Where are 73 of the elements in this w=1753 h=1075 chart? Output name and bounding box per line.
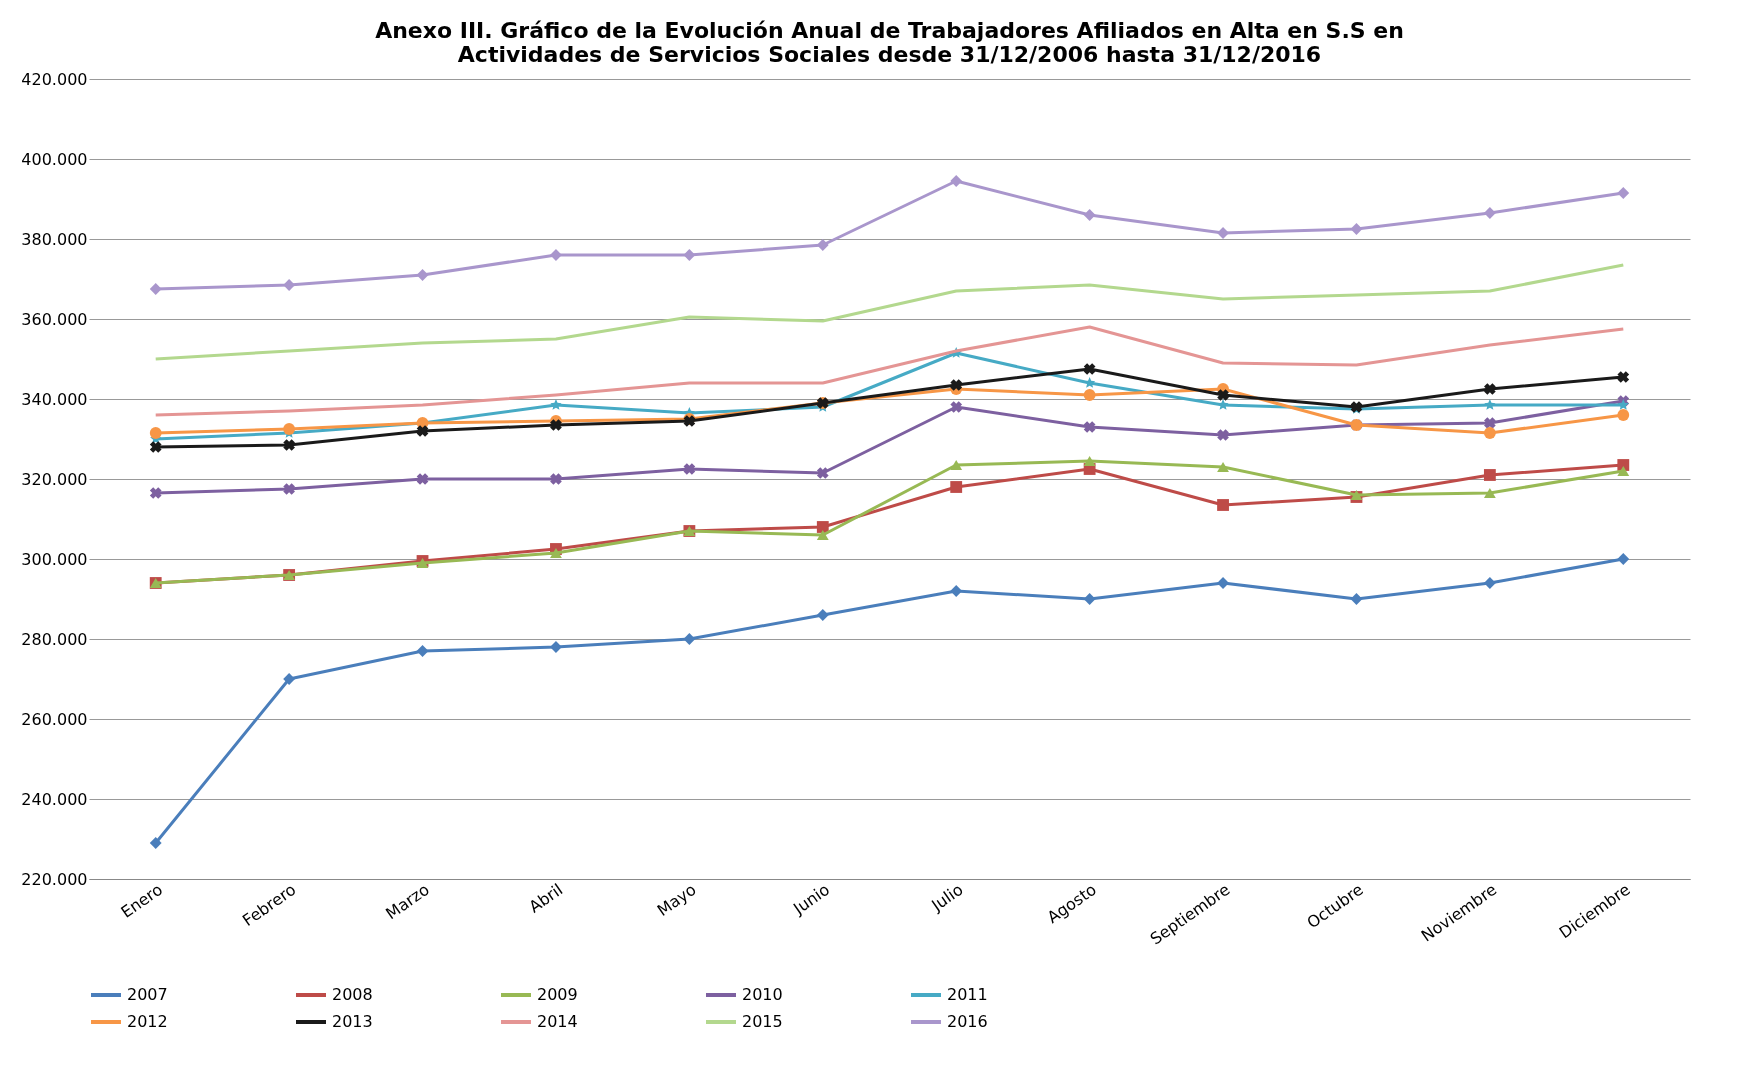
point (1217, 429, 1229, 441)
point (550, 419, 562, 431)
point (683, 633, 696, 645)
point (1617, 409, 1630, 421)
y-tick-label: 400.000 (21, 149, 88, 169)
legend-label: 2007 (127, 985, 168, 1004)
point (149, 283, 162, 295)
legend-label: 2016 (947, 1012, 988, 1031)
legend-label: 2013 (332, 1012, 373, 1031)
point (149, 837, 162, 849)
point (1483, 207, 1496, 219)
point (1617, 465, 1630, 477)
point (816, 609, 829, 621)
point (1484, 399, 1496, 410)
text: Anexo III. Gráfico de la Evolución Anual de Trabajadores Afiliados en Alta en S.S en (375, 18, 1404, 43)
point (416, 269, 429, 281)
point (816, 467, 829, 479)
legend-label: 2009 (537, 985, 578, 1004)
line-series (154, 325, 1625, 417)
point (950, 175, 963, 187)
text: Actividades de Servicios Sociales desde 31/12/2006 hasta 31/12/2016 (457, 42, 1322, 67)
point (283, 483, 295, 495)
y-tick-label: 380.000 (21, 229, 88, 249)
point (1617, 399, 1629, 410)
y-tick-label: 320.000 (21, 469, 88, 489)
point (1350, 223, 1363, 235)
point (149, 441, 162, 453)
y-tick-label: 280.000 (21, 629, 88, 649)
point (1483, 487, 1496, 499)
point (149, 427, 162, 439)
y-tick-label: 240.000 (21, 789, 88, 809)
legend-label: 2008 (332, 985, 373, 1004)
line-series (154, 263, 1625, 361)
point (550, 547, 562, 559)
point (1617, 187, 1630, 199)
legend-label: 2011 (947, 985, 988, 1004)
point (950, 379, 963, 391)
point (1484, 383, 1496, 395)
point (1083, 209, 1096, 221)
point (1217, 461, 1229, 473)
point (1217, 389, 1229, 401)
point (149, 487, 162, 499)
point (950, 401, 963, 413)
point (283, 673, 296, 685)
y-tick-label: 360.000 (21, 309, 88, 329)
point (1617, 371, 1630, 383)
point (550, 399, 562, 410)
y-tick-label: 260.000 (21, 709, 88, 729)
point (550, 473, 562, 485)
point (1484, 417, 1496, 429)
point (283, 423, 296, 435)
point (1217, 499, 1229, 511)
point (1483, 427, 1496, 439)
point (283, 439, 295, 451)
point (1617, 553, 1630, 565)
legend-label: 2012 (127, 1012, 168, 1031)
point (1483, 469, 1496, 481)
point (1083, 455, 1096, 467)
y-tick-label: 420.000 (21, 69, 88, 89)
point (1483, 577, 1496, 589)
legend-label: 2014 (537, 1012, 578, 1031)
legend-label: 2015 (742, 1012, 783, 1031)
point (1350, 593, 1363, 605)
y-tick-label: 220.000 (21, 869, 88, 889)
y-tick-label: 340.000 (21, 389, 88, 409)
point (950, 459, 963, 471)
point (416, 645, 429, 657)
legend-label: 2010 (742, 985, 783, 1004)
point (1083, 593, 1096, 605)
point (1083, 389, 1096, 401)
point (950, 481, 963, 493)
y-tick-label: 300.000 (21, 549, 88, 569)
point (816, 529, 829, 541)
